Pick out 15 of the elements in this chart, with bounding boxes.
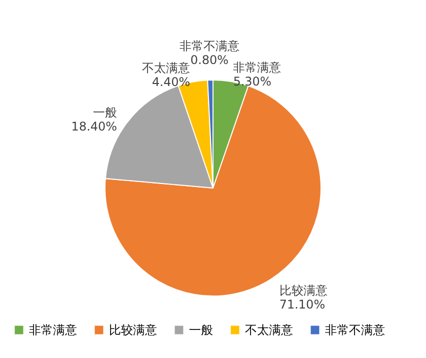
legend-label: 一般 bbox=[189, 323, 213, 337]
legend-label: 非常满意 bbox=[29, 323, 77, 337]
data-label: 0.80% bbox=[190, 53, 228, 68]
data-label: 5.30% bbox=[233, 74, 272, 89]
slice-label: 不太满意 bbox=[142, 61, 190, 76]
slice-label: 比较满意 bbox=[279, 283, 328, 298]
slice-label: 非常满意 bbox=[233, 60, 282, 75]
legend-label: 比较满意 bbox=[109, 323, 157, 337]
data-label: 18.40% bbox=[71, 120, 118, 134]
slice-label: 一般 bbox=[93, 106, 118, 120]
data-label: 71.10% bbox=[279, 297, 326, 312]
slice-label: 非常不满意 bbox=[179, 39, 240, 54]
legend-label: 非常不满意 bbox=[325, 323, 385, 337]
data-label: 4.40% bbox=[152, 75, 190, 90]
legend-label: 不太满意 bbox=[245, 323, 293, 337]
